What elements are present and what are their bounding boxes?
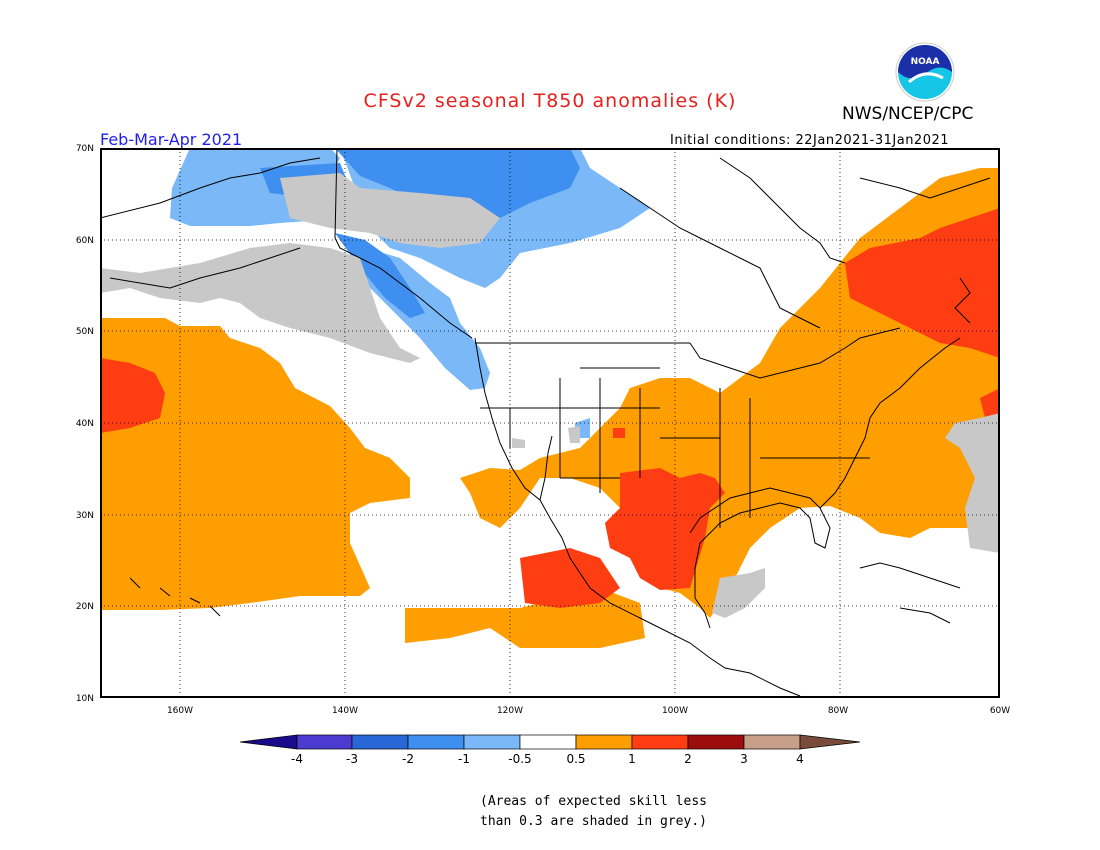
colorbar-arrow-right (799, 734, 861, 750)
lat-label-10n: 10N (75, 694, 94, 704)
svg-text:NOAA: NOAA (911, 57, 940, 67)
colorbar (240, 734, 861, 750)
colorbar-segment-7 (631, 734, 689, 750)
colorbar-segment-3 (407, 734, 465, 750)
colorbar-label-4: 4 (796, 752, 804, 766)
lon-label-140w: 140W (331, 706, 359, 716)
colorbar-label-neg3: -3 (346, 752, 358, 766)
season-label: Feb-Mar-Apr 2021 (100, 130, 243, 149)
lon-label-80w: 80W (827, 706, 849, 716)
colorbar-label-neg05: -0.5 (508, 752, 532, 766)
anomaly-map (100, 148, 1000, 698)
colorbar-label-05: 0.5 (566, 752, 586, 766)
agency-label: NWS/NCEP/CPC (842, 104, 974, 124)
skill-note-line-1: (Areas of expected skill less (480, 794, 707, 809)
lat-label-30n: 30N (75, 511, 94, 521)
colorbar-label-neg4: -4 (291, 752, 303, 766)
map-title: CFSv2 seasonal T850 anomalies (K) (363, 90, 737, 112)
colorbar-segment-6 (575, 734, 633, 750)
colorbar-label-neg1: -1 (458, 752, 470, 766)
lon-label-120w: 120W (496, 706, 524, 716)
colorbar-segment-8 (687, 734, 745, 750)
lat-label-50n: 50N (75, 327, 94, 337)
lat-label-40n: 40N (75, 419, 94, 429)
lat-label-70n: 70N (75, 144, 94, 154)
coastlines (100, 148, 991, 697)
lon-label-160w: 160W (166, 706, 194, 716)
initial-conditions-label: Initial conditions: 22Jan2021-31Jan2021 (670, 133, 950, 148)
colorbar-segment-2 (351, 734, 409, 750)
anomaly-red-region (100, 208, 1000, 608)
colorbar-label-neg2: -2 (402, 752, 414, 766)
noaa-logo: NOAA (895, 42, 955, 102)
colorbar-segment-4 (463, 734, 521, 750)
colorbar-label-1: 1 (628, 752, 636, 766)
lat-label-20n: 20N (75, 602, 94, 612)
colorbar-label-2: 2 (684, 752, 692, 766)
colorbar-arrow-left (240, 734, 298, 750)
colorbar-segment-5 (519, 734, 577, 750)
lat-label-60n: 60N (75, 236, 94, 246)
lon-label-60w: 60W (989, 706, 1011, 716)
skill-note: (Areas of expected skill less than 0.3 a… (480, 792, 707, 832)
colorbar-segment-1 (296, 734, 353, 750)
skill-note-line-2: than 0.3 are shaded in grey.) (480, 814, 707, 829)
colorbar-label-3: 3 (740, 752, 748, 766)
lon-label-100w: 100W (661, 706, 689, 716)
colorbar-segment-9 (743, 734, 801, 750)
